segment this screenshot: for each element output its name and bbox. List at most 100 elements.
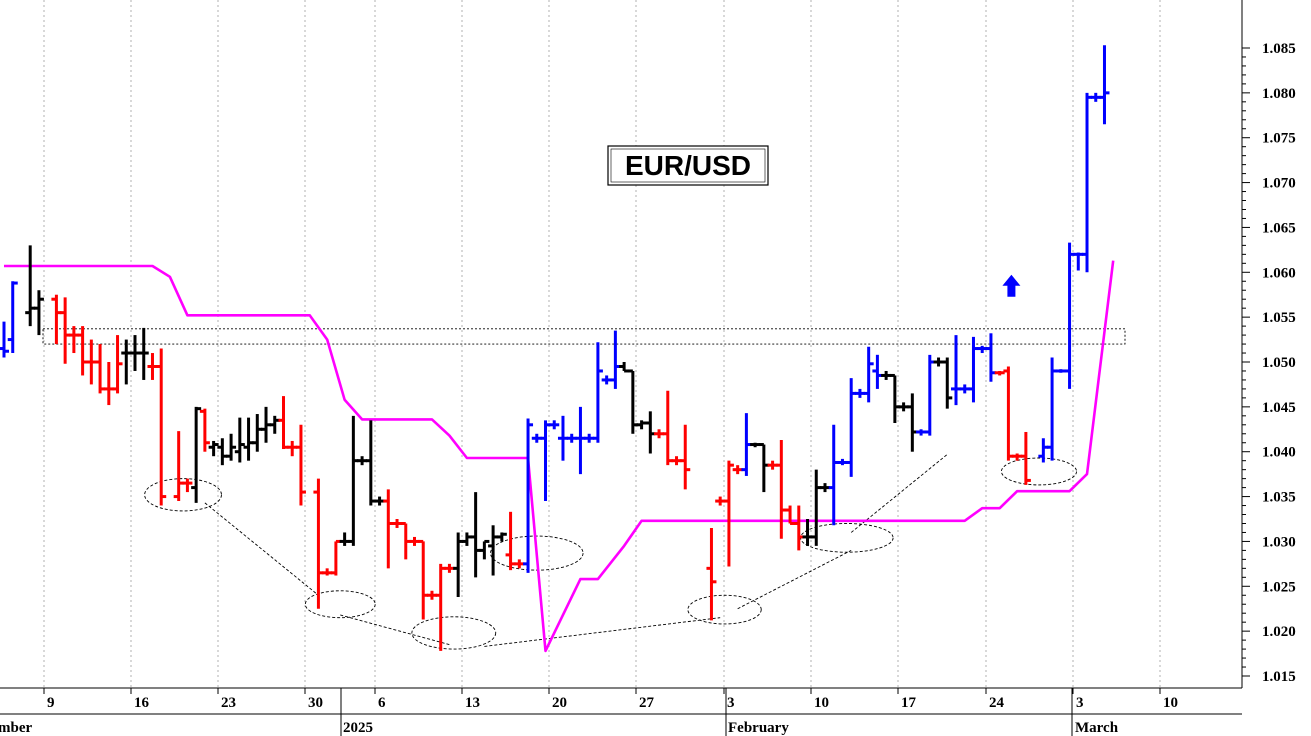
y-tick-label: 1.050 [1262,355,1296,371]
trend-lines [204,454,948,647]
price-bar [295,424,306,506]
month-label: 2025 [343,720,373,736]
price-bar [636,420,647,430]
y-tick-label: 1.030 [1262,534,1296,550]
price-bar [828,424,839,526]
swing-low-ellipse [144,478,222,512]
price-bar [1055,369,1066,373]
price-bar [182,478,193,493]
price-bar [601,375,612,385]
y-tick-label: 1.080 [1262,86,1296,102]
y-tick-label: 1.035 [1262,490,1296,506]
price-bar [33,290,44,336]
price-bar [872,354,883,389]
price-bar [645,411,656,454]
y-tick-label: 1.040 [1262,445,1296,461]
price-bar [287,440,298,457]
price-bar [846,378,857,477]
price-bar [278,396,289,450]
price-bar [470,492,481,578]
price-bar [592,342,603,443]
gridlines [43,0,1161,736]
price-bar [1047,357,1058,461]
price-bar [269,415,280,434]
price-bar [322,568,333,576]
price-bar [77,326,88,376]
price-bar [7,281,18,354]
x-tick-label: 17 [901,695,917,711]
trend-line [850,454,948,533]
stop-line [4,260,1115,653]
x-tick-label: 16 [134,695,150,711]
price-bar [924,354,935,436]
price-bar [226,433,237,461]
price-bar [147,353,158,380]
price-bar [130,335,141,371]
x-tick-label: 30 [308,695,323,711]
month-label: March [1075,720,1119,736]
price-bar [837,458,848,466]
month-label: mber [0,720,32,736]
price-bar [121,339,132,385]
x-tick-label: 6 [378,695,386,711]
swing-low-ellipse [1000,457,1077,486]
price-bar [217,438,228,466]
price-bar [461,532,472,546]
price-bar [357,456,368,466]
price-bar [479,539,490,560]
resistance-band-rect [42,328,1126,345]
price-bar [330,539,341,576]
price-bar [400,521,411,560]
price-bar [523,418,534,573]
y-tick-label: 1.075 [1262,131,1296,147]
price-bar [985,333,996,382]
price-bar [1073,252,1084,271]
price-bar [112,335,123,394]
trend-line [484,617,721,647]
price-bar [243,417,254,461]
price-bar [435,563,446,651]
price-bar [51,294,62,345]
swing-low-ellipse [687,594,762,625]
price-bar [994,370,1005,376]
price-bar [741,413,752,476]
price-bar [898,402,909,412]
price-bar [103,362,114,406]
price-bar [0,321,9,358]
price-bar [173,431,184,502]
price-bar [95,344,106,394]
swing-low-ellipse [411,616,497,650]
y-tick-label: 1.070 [1262,176,1296,192]
price-bar [819,483,830,493]
price-bar [138,327,149,380]
price-bar [863,346,874,403]
y-tick-label: 1.060 [1262,265,1296,281]
swing-low-ellipse [490,535,584,571]
price-bar [811,469,822,546]
price-bar [418,539,429,620]
price-bar [1038,438,1049,463]
price-bar [191,406,202,503]
price-bar [907,393,918,452]
price-bar [575,406,586,475]
price-bar [732,465,743,475]
price-bar [409,536,420,546]
up-arrow-icon [1002,274,1021,297]
price-bar [584,433,595,443]
stop-line-path [4,260,1115,653]
price-bar [723,460,734,567]
price-bar [654,429,665,439]
x-tick-label: 3 [727,695,735,711]
chart-title-box: EUR/USD [607,145,769,186]
y-tick-label: 1.025 [1262,579,1296,595]
price-bar [959,384,970,394]
price-bar [348,415,359,546]
price-bar [505,511,516,571]
price-bar [758,443,769,493]
x-tick-label: 23 [221,695,236,711]
y-tick-label: 1.055 [1262,310,1296,326]
price-bar [662,390,673,466]
x-tick-label: 10 [814,695,829,711]
resistance-band [42,328,1126,345]
